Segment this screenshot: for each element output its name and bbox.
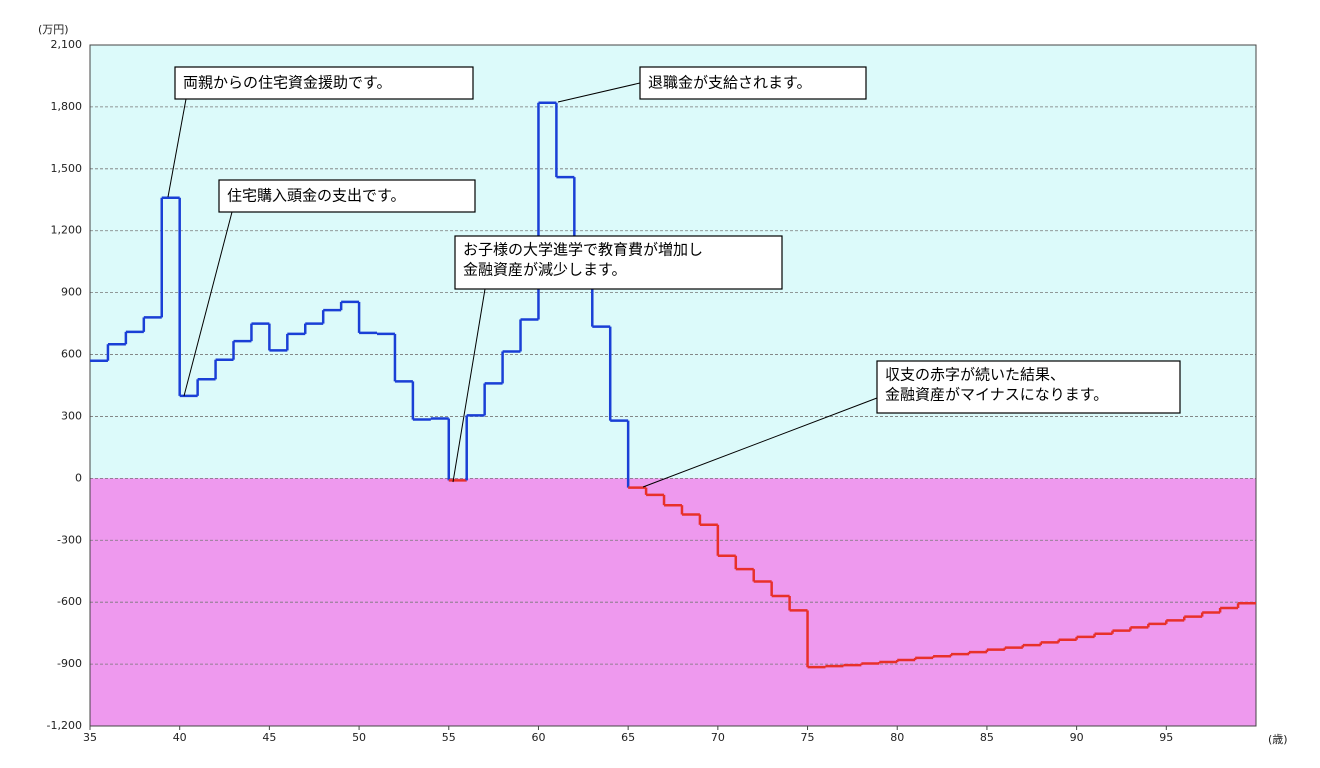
x-tick-label: 95: [1159, 731, 1173, 744]
y-axis-label: (万円): [38, 23, 69, 36]
annotation-box: [876, 360, 1181, 414]
y-tick-label: 1,800: [51, 100, 83, 113]
y-tick-label: -1,200: [47, 719, 82, 732]
x-tick-label: 60: [531, 731, 545, 744]
annotation-text: 退職金が支給されます。: [648, 74, 812, 92]
annotation-text: 住宅購入頭金の支出です。: [227, 187, 406, 205]
x-tick-label: 90: [1070, 731, 1084, 744]
annotation-box: [639, 66, 867, 100]
x-tick-label: 50: [352, 731, 366, 744]
x-tick-label: 55: [442, 731, 456, 744]
annotation-text: 金融資産がマイナスになります。: [885, 386, 1108, 404]
annotation-text: お子様の大学進学で教育費が増加し: [463, 241, 703, 259]
x-tick-label: 80: [890, 731, 904, 744]
x-tick-label: 65: [621, 731, 635, 744]
x-tick-label: 40: [173, 731, 187, 744]
y-tick-label: 300: [61, 409, 82, 422]
annotation-pointer: [167, 98, 187, 198]
annotation-text: 両親からの住宅資金援助です。: [183, 74, 392, 92]
plot-frame: [89, 44, 1257, 727]
annotation-pointer: [183, 211, 233, 397]
annotation-box: [454, 235, 783, 290]
x-axis-label: (歳): [1268, 733, 1288, 746]
annotation-pointer: [452, 288, 486, 483]
y-tick-label: 1,200: [51, 224, 83, 237]
y-tick-label: -900: [57, 657, 82, 670]
x-tick-label: 35: [83, 731, 97, 744]
x-tick-label: 70: [711, 731, 725, 744]
x-tick-label: 45: [262, 731, 276, 744]
y-tick-label: 0: [75, 471, 82, 484]
y-tick-label: 2,100: [51, 38, 83, 51]
annotation-pointer: [557, 82, 641, 103]
annotation-pointer: [642, 397, 878, 488]
annotation-text: 金融資産が減少します。: [463, 261, 627, 279]
annotation-text: 収支の赤字が続いた結果、: [885, 366, 1065, 384]
y-tick-label: 1,500: [51, 162, 83, 175]
annotation-box: [174, 66, 474, 100]
annotation-box: [218, 179, 476, 213]
x-tick-label: 75: [801, 731, 815, 744]
y-tick-label: 900: [61, 286, 82, 299]
y-tick-label: -600: [57, 595, 82, 608]
x-tick-label: 85: [980, 731, 994, 744]
y-tick-label: 600: [61, 348, 82, 361]
y-tick-label: -300: [57, 533, 82, 546]
